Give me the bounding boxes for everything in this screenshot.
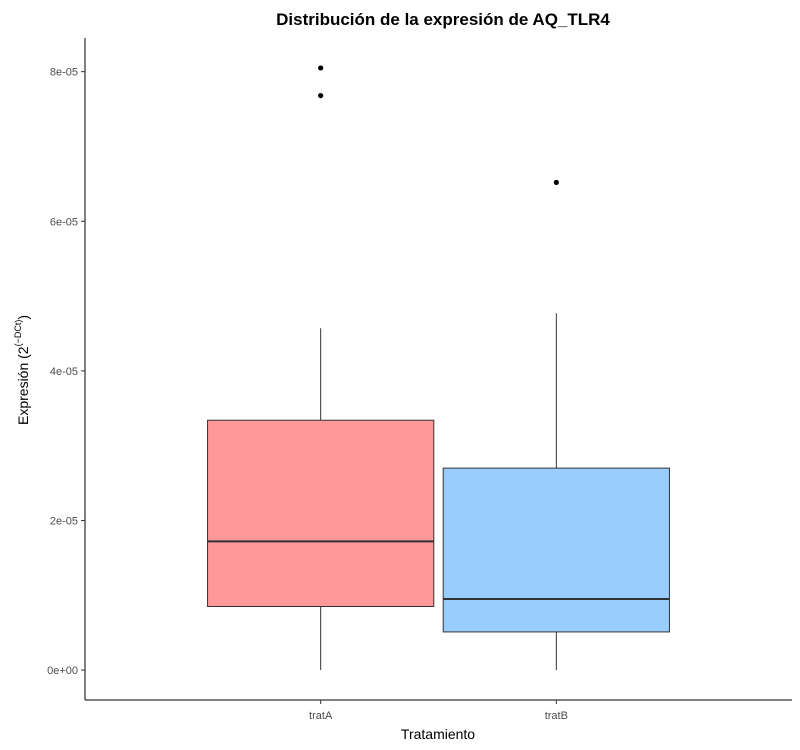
chart-title: Distribución de la expresión de AQ_TLR4 (276, 10, 610, 29)
y-axis-title-superscript: (−DCt) (13, 320, 23, 347)
box-tratB (442, 179, 670, 671)
y-axis-title-main: Expresión (2 (15, 346, 31, 425)
y-axis-title-close: ) (15, 315, 31, 320)
box-body (442, 467, 670, 633)
y-axis-title: Expresión (2(−DCt)) (13, 315, 31, 425)
y-tick-label: 6e-05 (50, 216, 78, 228)
box-body (207, 419, 435, 607)
outlier-point (318, 92, 324, 99)
outlier-point (553, 179, 559, 185)
box-tratA (207, 65, 435, 671)
y-axis-ticks: 0e+00 2e-05 4e-05 6e-05 8e-05 (47, 67, 85, 677)
outlier-point (318, 65, 324, 71)
x-axis-ticks: tratA tratB (309, 700, 568, 722)
x-tick-label: tratA (309, 710, 333, 722)
y-tick-label: 2e-05 (50, 515, 78, 527)
plot-area (207, 65, 670, 671)
y-tick-label: 8e-05 (50, 67, 78, 79)
y-tick-label: 4e-05 (50, 366, 78, 378)
x-axis-title: Tratamiento (401, 726, 475, 742)
x-tick-label: tratB (545, 710, 568, 722)
y-tick-label: 0e+00 (47, 665, 78, 677)
